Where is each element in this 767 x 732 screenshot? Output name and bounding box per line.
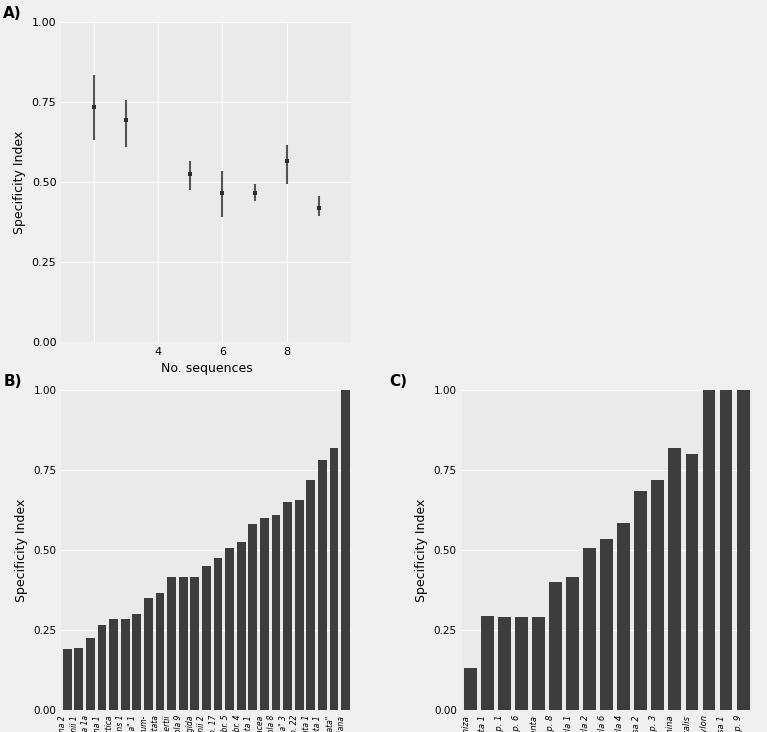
Bar	[86, 638, 94, 710]
Y-axis label: Specificity Index: Specificity Index	[13, 130, 26, 234]
Bar	[179, 578, 187, 710]
X-axis label: No. sequences: No. sequences	[160, 362, 252, 376]
Bar	[703, 390, 716, 710]
Bar	[156, 593, 164, 710]
Bar	[719, 390, 732, 710]
Bar	[249, 524, 257, 710]
Bar	[498, 617, 511, 710]
Bar	[133, 614, 141, 710]
Bar	[167, 578, 176, 710]
Bar	[464, 668, 476, 710]
Text: B): B)	[3, 374, 21, 389]
Bar	[283, 502, 292, 710]
Bar	[97, 625, 107, 710]
Bar	[481, 616, 494, 710]
Bar	[686, 454, 698, 710]
Bar	[341, 390, 350, 710]
Bar	[63, 649, 71, 710]
Bar	[566, 578, 579, 710]
Bar	[109, 619, 118, 710]
Bar	[651, 479, 664, 710]
Bar	[601, 539, 613, 710]
Text: C): C)	[389, 374, 407, 389]
Bar	[634, 491, 647, 710]
Bar	[190, 578, 199, 710]
Bar	[583, 548, 596, 710]
Bar	[617, 523, 630, 710]
Bar	[532, 617, 545, 710]
Bar	[737, 390, 749, 710]
Bar	[669, 447, 681, 710]
Bar	[260, 518, 268, 710]
Y-axis label: Specificity Index: Specificity Index	[415, 498, 428, 602]
Bar	[144, 598, 153, 710]
Bar	[330, 447, 338, 710]
Bar	[307, 479, 315, 710]
Bar	[225, 548, 234, 710]
Y-axis label: Specificity Index: Specificity Index	[15, 498, 28, 602]
Bar	[214, 558, 222, 710]
Bar	[295, 501, 304, 710]
Text: A): A)	[3, 6, 22, 21]
Bar	[272, 515, 281, 710]
Bar	[202, 566, 211, 710]
Bar	[318, 460, 327, 710]
Bar	[549, 582, 562, 710]
Bar	[74, 648, 83, 710]
Bar	[237, 542, 245, 710]
Bar	[121, 619, 130, 710]
Bar	[515, 617, 528, 710]
